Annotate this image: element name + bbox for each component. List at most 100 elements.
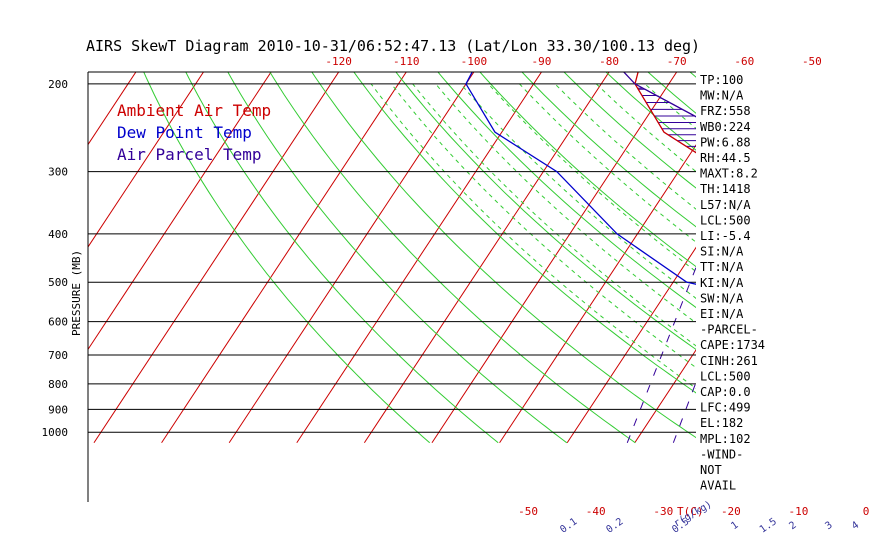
chart-legend: Ambient Air Temp Dew Point Temp Air Parcel… xyxy=(117,101,271,164)
stat-item: RH:44.5 xyxy=(700,151,751,165)
stat-item: FRZ:558 xyxy=(700,104,751,118)
stat-item: CINH:261 xyxy=(700,354,758,368)
stat-item: LCL:500 xyxy=(700,213,751,227)
stat-item: CAP:0.0 xyxy=(700,385,751,399)
pressure-tick-200: 200 xyxy=(48,78,68,91)
top-temp-tick: -90 xyxy=(532,55,552,68)
mixing-ratio-tick: 0.2 xyxy=(604,516,625,535)
stat-item: MW:N/A xyxy=(700,89,744,103)
dry-adiabat-line xyxy=(437,72,696,309)
stat-item: LCL:500 xyxy=(700,369,751,383)
top-temp-tick: -70 xyxy=(667,55,687,68)
stat-item: SI:N/A xyxy=(700,245,744,259)
bottom-temp-tick: 0 xyxy=(863,505,870,518)
bottom-temp-tick: -30 xyxy=(653,505,673,518)
series-line-ambient-air-temp xyxy=(634,72,696,154)
mixing-ratio-tick: 0.1 xyxy=(558,516,579,535)
isotherm-line xyxy=(838,0,870,443)
stat-item: CAPE:1734 xyxy=(700,338,765,352)
isotherm-line xyxy=(228,72,475,444)
isobar-lines xyxy=(88,83,696,433)
isotherm-line xyxy=(499,144,696,444)
isotherm-line xyxy=(431,72,678,444)
stat-item: TP:100 xyxy=(700,73,743,87)
profile-series xyxy=(465,72,696,285)
mixing-ratio-labels: 0.10.20.511.52346810121520253040 xyxy=(558,516,861,535)
stat-item: MAXT:8.2 xyxy=(700,167,758,181)
mixing-ratio-tick: 1.5 xyxy=(758,516,779,535)
stat-item: TT:N/A xyxy=(700,260,744,274)
isotherm-line xyxy=(161,72,407,444)
moist-adiabat-line xyxy=(644,83,696,130)
moist-adiabat-line xyxy=(370,83,696,390)
legend-entry: Air Parcel Temp xyxy=(117,145,262,164)
legend-entry: Dew Point Temp xyxy=(117,123,252,142)
isotherm-line xyxy=(634,349,696,444)
dry-adiabat-line xyxy=(563,72,696,189)
dry-adiabat-line xyxy=(479,72,696,268)
stat-item: L57:N/A xyxy=(700,198,751,212)
stat-item: WB0:224 xyxy=(700,120,751,134)
isotherm-line xyxy=(88,72,205,248)
isotherm-line xyxy=(88,72,137,146)
top-temp-tick: -120 xyxy=(325,55,352,68)
isotherm-line xyxy=(93,72,340,444)
mixing-ratio-tick: 4 xyxy=(850,520,861,532)
pressure-tick-900: 900 xyxy=(48,403,68,416)
stat-item: AVAIL xyxy=(700,479,736,493)
bottom-temp-tick: -50 xyxy=(518,505,538,518)
moist-adiabat-line xyxy=(460,83,696,299)
bottom-temp-tick: -20 xyxy=(721,505,741,518)
dry-adiabat-line xyxy=(269,72,636,444)
pressure-tick-600: 600 xyxy=(48,316,68,329)
dry-adiabat-line xyxy=(227,72,568,444)
top-temperature-labels: -120-110-100-90-80-70-60-50-40 xyxy=(325,55,870,68)
series-line-dew-point-temp xyxy=(465,72,696,285)
dry-adiabat-line xyxy=(395,72,696,351)
stat-item: NOT xyxy=(700,463,722,477)
pressure-tick-300: 300 xyxy=(48,166,68,179)
stat-item: SW:N/A xyxy=(700,291,744,305)
top-temp-tick: -80 xyxy=(599,55,619,68)
dry-adiabat-line xyxy=(143,72,431,444)
bottom-unit-label: T(C) xyxy=(677,505,704,518)
isotherm-line xyxy=(566,246,696,444)
pressure-tick-labels: 1002003004005006007008009001000 xyxy=(42,78,69,439)
stat-item: MPL:102 xyxy=(700,432,751,446)
moist-adiabat-line xyxy=(519,83,696,243)
moist-adiabat-line xyxy=(412,83,696,347)
stat-item: LFC:499 xyxy=(700,401,751,415)
bottom-temp-tick: -40 xyxy=(586,505,606,518)
top-temp-tick: -60 xyxy=(734,55,754,68)
mixing-ratio-line xyxy=(626,266,696,443)
mixing-ratio-lines xyxy=(626,0,870,443)
top-temp-tick: -100 xyxy=(461,55,488,68)
pressure-tick-800: 800 xyxy=(48,378,68,391)
mixing-ratio-line xyxy=(851,0,870,443)
dry-adiabat-line xyxy=(843,0,870,443)
stat-item: -WIND- xyxy=(700,447,743,461)
isotherm-line xyxy=(363,72,610,444)
legend-entry: Ambient Air Temp xyxy=(117,101,271,120)
stat-item: KI:N/A xyxy=(700,276,744,290)
isotherm-line xyxy=(0,0,167,443)
cape-hatch-area xyxy=(637,87,696,154)
bottom-temp-tick: -10 xyxy=(789,505,809,518)
mixing-ratio-line xyxy=(827,0,870,443)
mixing-ratio-tick: 3 xyxy=(823,520,834,532)
pressure-tick-400: 400 xyxy=(48,228,68,241)
mixing-ratio-tick: 1 xyxy=(729,520,740,532)
stat-item: EI:N/A xyxy=(700,307,744,321)
cape-outline xyxy=(637,88,696,154)
dry-adiabat-line xyxy=(605,72,696,151)
bottom-temperature-labels: -50-40-30-20-100102030 xyxy=(518,505,870,518)
mixing-ratio-tick: 2 xyxy=(787,520,798,532)
moist-adiabat-line xyxy=(773,84,870,443)
dry-adiabat-line xyxy=(311,72,696,439)
stat-item: LI:-5.4 xyxy=(700,229,751,243)
dry-adiabat-lines xyxy=(143,0,870,444)
isotherm-line xyxy=(296,72,543,444)
dry-adiabat-line xyxy=(666,0,870,443)
moist-adiabat-line xyxy=(390,83,696,369)
